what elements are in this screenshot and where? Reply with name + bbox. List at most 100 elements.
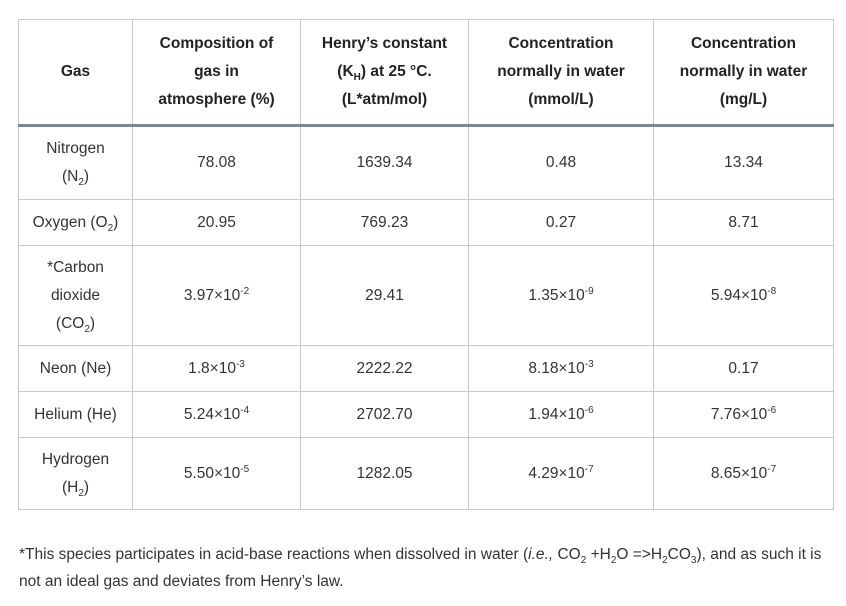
concentration-mg-exponent: -6 bbox=[767, 404, 777, 416]
concentration-mmol-mantissa: 0.27 bbox=[545, 213, 577, 231]
composition-cell: 5.50×10-5 bbox=[132, 437, 301, 510]
concentration-mmol-exponent: -6 bbox=[584, 404, 594, 416]
concentration-mmol-exponent: -9 bbox=[584, 285, 594, 297]
header-concentration-mg: Concentration normally in water (mg/L) bbox=[653, 19, 834, 127]
composition-mantissa: 5.50 bbox=[183, 464, 214, 482]
henry-constant-value: 2702.70 bbox=[356, 405, 413, 423]
concentration-mmol-cell: 1.94×10-6 bbox=[468, 391, 654, 438]
concentration-mg-mantissa: 8.65 bbox=[710, 464, 741, 482]
composition-mantissa: 78.08 bbox=[197, 154, 236, 171]
concentration-mg-exponent: -8 bbox=[767, 285, 777, 297]
concentration-mmol-mantissa: 1.94 bbox=[528, 405, 559, 423]
henry-constant-cell: 1282.05 bbox=[300, 437, 469, 510]
composition-cell: 1.8×10-3 bbox=[132, 345, 301, 392]
concentration-mg-mantissa: 5.94 bbox=[710, 286, 741, 304]
header-subscript: H bbox=[353, 72, 361, 84]
composition-exponent: -4 bbox=[240, 404, 250, 416]
table-row: Oxygen (O2) 20.95 769.23 0.27 8.71 bbox=[18, 199, 834, 246]
times-ten-symbol: ×10 bbox=[740, 405, 768, 423]
concentration-mmol-cell: 0.48 bbox=[468, 125, 654, 200]
concentration-mmol-cell: 4.29×10-7 bbox=[468, 437, 654, 510]
header-gas: Gas bbox=[18, 19, 133, 127]
concentration-mmol-exponent: -7 bbox=[584, 463, 594, 475]
gas-name-subscript: 2 bbox=[107, 222, 114, 234]
header-row: Gas Composition of gas in atmosphere (%)… bbox=[18, 19, 834, 127]
gas-name-cell: Hydrogen (H2) bbox=[18, 437, 133, 510]
times-ten-symbol: ×10 bbox=[558, 359, 585, 377]
composition-cell: 3.97×10-2 bbox=[132, 245, 301, 346]
footnote-text: *This species participates in acid-base … bbox=[19, 546, 529, 563]
footnote-subscript: 2 bbox=[580, 555, 587, 567]
header-concentration-mmol: Concentration normally in water (mmol/L) bbox=[468, 19, 654, 127]
footnote-text: +H bbox=[586, 546, 611, 563]
footnote: *This species participates in acid-base … bbox=[19, 541, 829, 595]
henry-constant-cell: 2222.22 bbox=[300, 345, 469, 392]
concentration-mmol-mantissa: 0.48 bbox=[545, 154, 577, 171]
gas-name-text: ) bbox=[83, 168, 90, 185]
gas-name-text: Hydrogen bbox=[41, 450, 110, 468]
gas-name-cell: *Carbon dioxide (CO2) bbox=[18, 245, 133, 346]
concentration-mg-mantissa: 0.17 bbox=[728, 359, 759, 377]
concentration-mmol-mantissa: 8.18 bbox=[528, 359, 559, 377]
footnote-subscript: 3 bbox=[690, 555, 697, 567]
footnote-text: ), and as such it is not an ideal gas an… bbox=[19, 546, 822, 590]
gas-name-text: Nitrogen bbox=[46, 140, 105, 157]
gas-name-text: (H bbox=[61, 478, 79, 496]
concentration-mmol-mantissa: 1.35 bbox=[528, 286, 559, 304]
table-row: Nitrogen (N2) 78.08 1639.34 0.48 13.34 bbox=[18, 125, 834, 200]
composition-mantissa: 3.97 bbox=[183, 286, 214, 304]
header-line: Concentration bbox=[508, 35, 614, 52]
henry-constant-cell: 1639.34 bbox=[300, 125, 469, 200]
concentration-mg-cell: 8.71 bbox=[653, 199, 834, 246]
header-henry-constant: Henry’s constant (KH) at 25 °C. (L*atm/m… bbox=[300, 19, 469, 127]
henry-constant-value: 2222.22 bbox=[356, 359, 413, 377]
henry-constant-cell: 2702.70 bbox=[300, 391, 469, 438]
concentration-mg-mantissa: 7.76 bbox=[710, 405, 741, 423]
footnote-text: O =>H bbox=[616, 546, 663, 563]
henry-constant-value: 769.23 bbox=[360, 213, 409, 231]
composition-mantissa: 1.8 bbox=[188, 359, 210, 377]
henry-constant-value: 1282.05 bbox=[356, 464, 413, 482]
times-ten-symbol: ×10 bbox=[213, 405, 241, 423]
times-ten-symbol: ×10 bbox=[740, 286, 768, 304]
gas-name-text: ) bbox=[83, 478, 90, 496]
concentration-mg-exponent: -7 bbox=[767, 463, 777, 475]
concentration-mg-cell: 13.34 bbox=[653, 125, 834, 200]
henry-constant-value: 1639.34 bbox=[356, 154, 413, 171]
gas-name-subscript: 2 bbox=[84, 323, 90, 335]
concentration-mmol-cell: 1.35×10-9 bbox=[468, 245, 654, 346]
header-line: gas in bbox=[194, 63, 239, 80]
gas-name-text: Oxygen (O bbox=[32, 213, 108, 231]
henry-constant-value: 29.41 bbox=[365, 286, 404, 304]
header-line: normally in water bbox=[679, 63, 808, 80]
times-ten-symbol: ×10 bbox=[213, 464, 241, 482]
gas-name-text: dioxide bbox=[50, 286, 101, 304]
gas-name-cell: Helium (He) bbox=[18, 391, 133, 438]
table-row: Helium (He) 5.24×10-4 2702.70 1.94×10-6 7.76… bbox=[18, 391, 834, 438]
composition-mantissa: 20.95 bbox=[197, 213, 236, 231]
table-row: *Carbon dioxide (CO2) 3.97×10-2 29.41 1.35×10… bbox=[18, 245, 834, 346]
gas-name-cell: Oxygen (O2) bbox=[18, 199, 133, 246]
header-line: (K bbox=[337, 63, 354, 80]
header-line: atmosphere (%) bbox=[158, 91, 275, 108]
footnote-ie: i.e., bbox=[528, 546, 554, 563]
gas-name-text: *Carbon bbox=[47, 258, 104, 276]
concentration-mg-cell: 0.17 bbox=[653, 345, 834, 392]
header-line: (L*atm/mol) bbox=[341, 91, 428, 108]
concentration-mg-cell: 5.94×10-8 bbox=[653, 245, 834, 346]
footnote-text: CO bbox=[553, 546, 581, 563]
gas-name-text: (CO bbox=[55, 314, 85, 332]
table-body: Nitrogen (N2) 78.08 1639.34 0.48 13.34 Oxygen … bbox=[18, 125, 834, 510]
gas-name-text: ) bbox=[113, 213, 119, 231]
concentration-mg-cell: 7.76×10-6 bbox=[653, 391, 834, 438]
table-row: Hydrogen (H2) 5.50×10-5 1282.05 4.29×10-7 8.6… bbox=[18, 437, 834, 510]
header-line: Composition of bbox=[159, 35, 274, 52]
gas-name-text: (N bbox=[61, 168, 79, 185]
composition-cell: 78.08 bbox=[132, 125, 301, 200]
gas-name-cell: Nitrogen (N2) bbox=[18, 125, 133, 200]
gas-properties-table: Gas Composition of gas in atmosphere (%)… bbox=[18, 19, 834, 510]
concentration-mg-cell: 8.65×10-7 bbox=[653, 437, 834, 510]
composition-mantissa: 5.24 bbox=[183, 405, 214, 423]
concentration-mmol-cell: 0.27 bbox=[468, 199, 654, 246]
composition-cell: 5.24×10-4 bbox=[132, 391, 301, 438]
